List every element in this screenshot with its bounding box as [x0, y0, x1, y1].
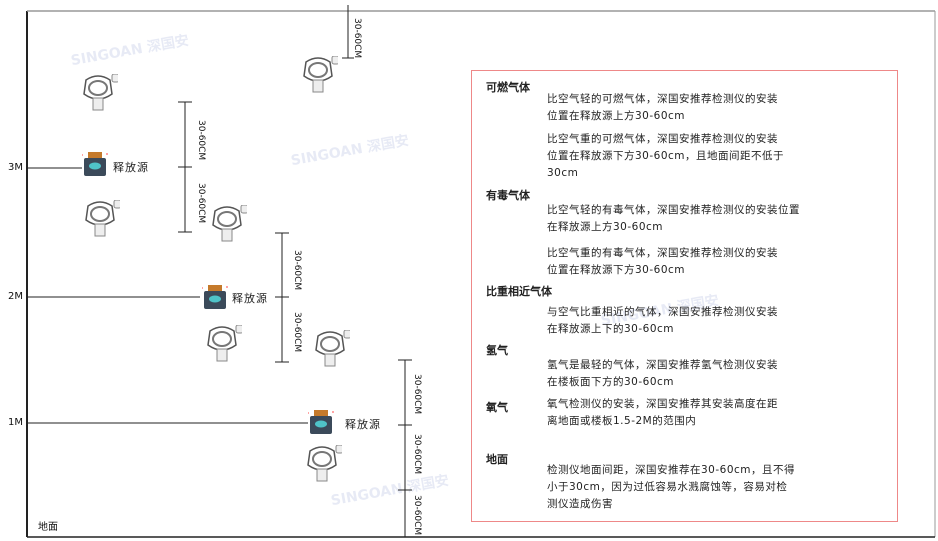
height-label-3m: 3M [8, 162, 23, 173]
release-source-label: 释放源 [113, 161, 149, 174]
section-text: 比空气轻的可燃气体，深国安推荐检测仪的安装 位置在释放源上方30-60cm [547, 93, 778, 122]
gas-detector-icon [83, 74, 118, 111]
release-source-label: 释放源 [345, 418, 381, 431]
section-title: 氧气 [486, 401, 508, 414]
section-text: 比空气重的可燃气体，深国安推荐检测仪的安装 位置在释放源下方30-60cm，且地面… [547, 133, 785, 179]
dimension-label: 30-60CM [412, 374, 422, 415]
dimension-label: 30-60CM [196, 120, 206, 161]
release-source-icon [202, 285, 228, 309]
installation-guide-panel: 可燃气体 比空气轻的可燃气体，深国安推荐检测仪的安装 位置在释放源上方30-60c… [471, 70, 898, 522]
release-source-label: 释放源 [232, 292, 268, 305]
section-title: 有毒气体 [486, 189, 530, 202]
section-text: 比空气轻的有毒气体，深国安推荐检测仪的安装位置 在释放源上方30-60cm [547, 204, 800, 233]
release-source-icon [82, 152, 108, 176]
dimension-label: 30-60CM [292, 312, 302, 353]
release-source-icon [308, 410, 334, 434]
gas-detector-icon [212, 205, 247, 242]
section-text: 检测仪地面间距，深国安推荐在30-60cm，且不得 小于30cm，因为过低容易水溅… [547, 464, 796, 510]
gas-detector-icon [85, 200, 120, 237]
dimension-label: 30-60CM [196, 183, 206, 224]
section-title: 氢气 [486, 344, 508, 357]
height-label-2m: 2M [8, 291, 23, 302]
dimension-label: 30-60CM [412, 495, 422, 536]
section-text: 与空气比重相近的气体，深国安推荐检测仪安装 在释放源上下的30-60cm [547, 306, 778, 335]
section-text: 氧气检测仪的安装，深国安推荐其安装高度在距 离地面或楼板1.5-2M的范围内 [547, 398, 778, 427]
dimension-label: 30-60CM [292, 250, 302, 291]
section-text: 氢气是最轻的气体，深国安推荐氢气检测仪安装 在楼板面下方的30-60cm [547, 359, 778, 388]
gas-detector-icon [303, 56, 338, 93]
section-title: 可燃气体 [486, 81, 530, 94]
section-title: 比重相近气体 [486, 285, 552, 298]
section-title: 地面 [486, 453, 508, 466]
gas-detector-icon [207, 325, 242, 362]
gas-detector-icon [315, 330, 350, 367]
dimension-label: 30-60CM [412, 434, 422, 475]
height-label-1m: 1M [8, 417, 23, 428]
section-text: 比空气重的有毒气体，深国安推荐检测仪的安装 位置在释放源下方30-60cm [547, 247, 778, 276]
dimension-label: 30-60CM [352, 18, 362, 59]
ground-label: 地面 [38, 522, 58, 533]
gas-detector-icon [307, 445, 342, 482]
